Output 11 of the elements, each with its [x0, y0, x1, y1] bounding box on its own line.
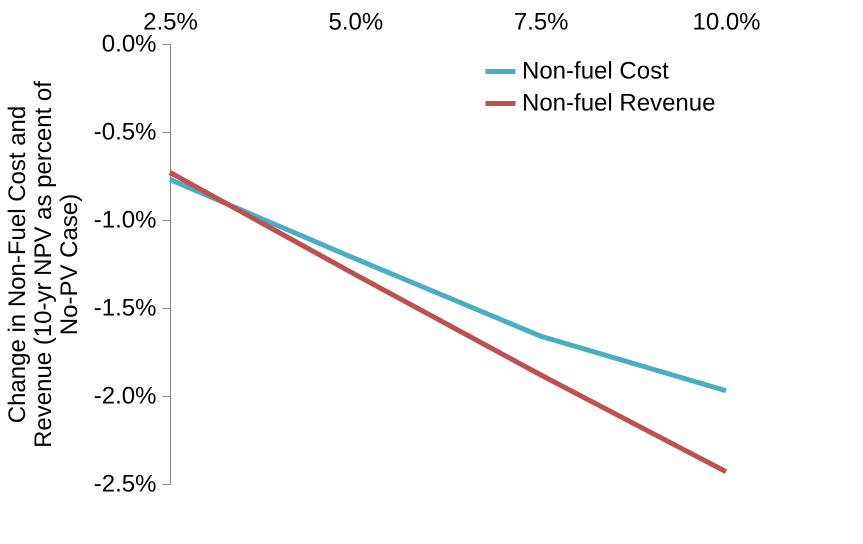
- x-tick-label: 10.0%: [692, 8, 761, 36]
- x-tick-label: 7.5%: [514, 8, 569, 36]
- legend-label: Non-fuel Revenue: [522, 90, 716, 116]
- x-tick-label: 5.0%: [328, 8, 384, 36]
- legend-label: Non-fuel Cost: [522, 58, 670, 84]
- y-tick-label: -1.5%: [94, 294, 156, 322]
- y-axis-title: Change in Non-Fuel Cost and Revenue (10-yr NPV as percent of No-PV Case): [4, 80, 83, 448]
- y-tick-label: -2.5%: [94, 470, 156, 498]
- y-tick-label: -0.5%: [94, 118, 156, 146]
- y-tick-label: -1.0%: [94, 206, 156, 234]
- y-tick-label: -2.0%: [94, 382, 156, 410]
